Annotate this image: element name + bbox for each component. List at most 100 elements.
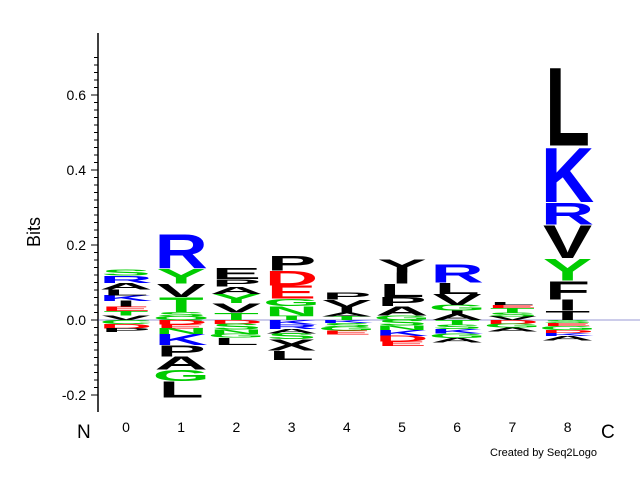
logo-letter-c: C <box>99 319 152 325</box>
logo-letter-g: G <box>429 304 486 313</box>
logo-letter-v: V <box>488 315 537 321</box>
logo-letter-g: G <box>153 367 210 384</box>
logo-letter-d: D <box>155 319 208 326</box>
logo-letter-v: V <box>212 301 261 316</box>
logo-letter-x: X <box>267 337 317 354</box>
y-tick-label: 0.4 <box>67 162 87 178</box>
logo-letter-e: E <box>212 265 261 282</box>
x-position-label: 1 <box>177 419 185 435</box>
logo-letter-a: A <box>155 353 208 373</box>
logo-letter-d: D <box>265 267 318 290</box>
logo-letter-s: S <box>101 269 150 278</box>
logo-letter-e: E <box>543 322 592 327</box>
logo-letter-e: E <box>267 282 316 302</box>
logo-letter-p: P <box>101 327 150 333</box>
logo-letter-a: A <box>265 328 318 335</box>
y-axis-ticks: -0.2 0.0 0.2 0.4 0.6 <box>62 57 98 403</box>
logo-letter-l: L <box>104 288 149 297</box>
logo-letter-g: G <box>208 333 265 339</box>
logo-letter-n: N <box>265 304 318 319</box>
logo-letter-l: L <box>545 45 590 170</box>
logo-letter-t: T <box>324 315 369 321</box>
logo-letter-i: I <box>447 310 467 316</box>
logo-letter-k: K <box>541 332 595 337</box>
logo-letter-p: P <box>212 277 261 289</box>
logo-letter-d: D <box>210 319 263 325</box>
logo-letter-e: E <box>488 304 537 309</box>
logo-letter-l: L <box>269 348 314 363</box>
logo-letter-i: I <box>392 270 412 287</box>
logo-letter-v: V <box>433 291 483 308</box>
logo-letter-v: V <box>543 216 592 268</box>
logo-letter-n: N <box>210 328 263 335</box>
logo-letter-e: E <box>157 324 206 330</box>
x-position-label: 7 <box>509 419 517 435</box>
logo-letter-s: S <box>433 323 482 330</box>
x-position-label: 8 <box>564 419 572 435</box>
logo-letter-r: R <box>541 196 594 231</box>
c-terminus-label: C <box>601 422 615 443</box>
logo-letter-k: K <box>541 132 594 219</box>
logo-letter-t: T <box>214 311 259 323</box>
logo-letter-l: L <box>490 301 535 306</box>
y-tick-label: 0.6 <box>67 87 87 103</box>
logo-letter-p: P <box>157 343 206 360</box>
logo-letter-d: D <box>375 335 428 344</box>
logo-letter-f: F <box>545 276 590 305</box>
logo-letter-t: T <box>545 308 590 323</box>
logo-letter-t: T <box>269 314 314 321</box>
logo-letter-k: K <box>99 294 152 303</box>
logo-letter-a: A <box>210 284 263 296</box>
logo-letter-r: R <box>431 259 484 288</box>
logo-letter-d: D <box>541 329 594 334</box>
x-position-label: 0 <box>122 419 130 435</box>
y-tick-label: 0.2 <box>67 237 87 253</box>
logo-letter-y: Y <box>157 265 206 288</box>
y-axis-title: Bits <box>24 217 44 247</box>
logo-letter-s: S <box>157 311 206 318</box>
logo-letter-v: V <box>157 280 206 300</box>
logo-letter-g: G <box>484 323 541 329</box>
logo-letter-t: T <box>435 319 480 326</box>
logo-letter-v: V <box>322 298 371 310</box>
y-tick-label: 0.0 <box>67 312 87 328</box>
y-tick-label: -0.2 <box>62 387 86 403</box>
logo-letter-k: K <box>431 328 485 335</box>
logo-letter-d: D <box>99 323 152 330</box>
logo-letter-s: S <box>212 323 261 332</box>
logo-letter-s: S <box>267 332 316 341</box>
logo-letter-k: K <box>155 331 208 348</box>
x-position-label: 3 <box>288 419 296 435</box>
logo-letter-i: I <box>557 297 577 314</box>
logo-letter-a: A <box>375 304 428 319</box>
logo-letter-g: G <box>263 297 320 309</box>
logo-letter-v: V <box>101 314 150 321</box>
logo-letter-r: R <box>265 323 318 330</box>
logo-letter-p: P <box>267 252 316 275</box>
logo-letter-a: A <box>431 313 484 322</box>
logo-letter-q: Q <box>153 315 210 321</box>
logo-letter-s: S <box>543 319 592 324</box>
logo-letter-l: L <box>159 377 204 403</box>
logo-letter-p: P <box>322 290 371 302</box>
x-position-label: 6 <box>453 419 461 435</box>
logo-letter-l: L <box>380 280 425 300</box>
logo-letter-t: T <box>159 293 204 316</box>
x-position-label: 4 <box>343 419 351 435</box>
logo-letter-e: E <box>101 305 150 312</box>
logo-letter-a: A <box>541 335 594 342</box>
logo-letter-k: K <box>265 319 319 326</box>
x-axis-labels: 0 1 2 3 4 5 6 7 8 <box>122 419 572 435</box>
logo-letter-y: Y <box>212 292 261 307</box>
logo-glyphs: VTEIKLARSCDPQSTVYRDENKPAGLTVYAPEDSNGLTNG… <box>99 45 596 403</box>
logo-letter-g: G <box>373 314 430 321</box>
logo-letter-d: D <box>486 319 539 325</box>
logo-letter-k: K <box>320 319 374 324</box>
logo-letter-k: K <box>375 329 428 338</box>
logo-letter-s: S <box>377 319 426 328</box>
logo-letter-t: T <box>104 310 149 317</box>
credit-text: Created by Seq2Logo <box>490 447 597 459</box>
logo-letter-l: L <box>435 280 480 297</box>
n-terminus-label: N <box>77 422 91 443</box>
logo-letter-a: A <box>431 337 484 344</box>
